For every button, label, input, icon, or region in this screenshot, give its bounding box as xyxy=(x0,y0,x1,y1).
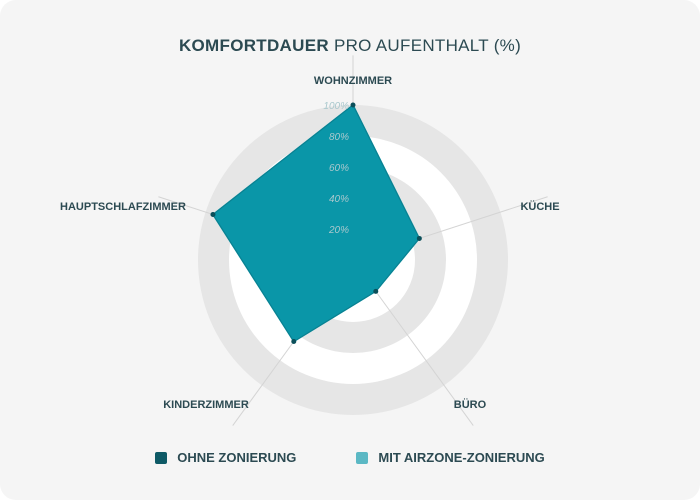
legend-item-mit-airzone[interactable]: MIT AIRZONE-ZONIERUNG xyxy=(356,450,545,465)
tick-label-40: 40% xyxy=(329,194,349,205)
tick-label-20: 20% xyxy=(328,225,349,236)
data-point-3 xyxy=(373,288,379,294)
data-point-2 xyxy=(416,235,422,241)
data-point-5 xyxy=(210,211,216,217)
category-label-2: KÜCHE xyxy=(520,200,559,213)
legend-item-ohne-zonierung[interactable]: OHNE ZONIERUNG xyxy=(155,450,296,465)
legend: OHNE ZONIERUNG MIT AIRZONE-ZONIERUNG xyxy=(0,450,700,465)
legend-label-ohne: OHNE ZONIERUNG xyxy=(177,450,297,465)
legend-swatch-ohne xyxy=(155,451,168,464)
data-point-1 xyxy=(350,102,356,108)
series-outline-mit-airzone xyxy=(212,104,420,343)
category-label-4: KINDERZIMMER xyxy=(163,399,249,411)
legend-label-mit: MIT AIRZONE-ZONIERUNG xyxy=(378,450,545,465)
tick-label-60: 60% xyxy=(329,163,349,174)
chart-title: KOMFORTDAUER PRO AUFENTHALT (%) xyxy=(0,36,700,56)
tick-label-100: 100% xyxy=(323,101,349,112)
category-label-3: BÜRO xyxy=(454,398,487,411)
chart-title-bold: KOMFORTDAUER xyxy=(178,36,329,55)
category-label-1: WOHNZIMMER xyxy=(314,75,392,87)
category-label-5: HAUPTSCHLAFZIMMER xyxy=(60,201,186,213)
data-point-4 xyxy=(291,339,297,345)
chart-title-light: PRO AUFENTHALT (%) xyxy=(333,36,522,55)
tick-label-80: 80% xyxy=(329,132,349,143)
legend-swatch-mit xyxy=(356,451,369,464)
